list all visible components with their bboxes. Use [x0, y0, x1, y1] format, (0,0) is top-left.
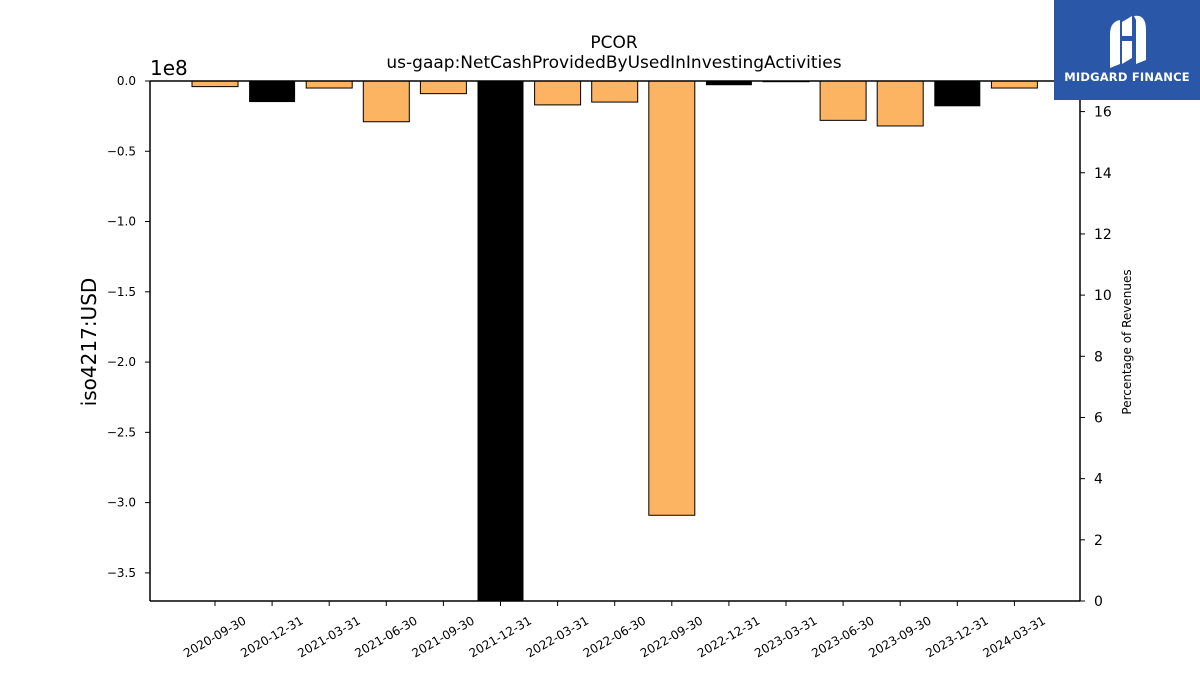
y-axis-label: iso4217:USD [77, 278, 101, 407]
x-tick-label: 2020-12-31 [238, 613, 305, 660]
y2-axis-label: Percentage of Revenues [1120, 269, 1134, 414]
x-tick-label: 2023-06-30 [809, 613, 876, 660]
y-tick-label: −1.5 [107, 285, 136, 299]
bar-2022-03-31 [534, 80, 582, 106]
bar-group [191, 80, 1038, 601]
y2-tick-label: 6 [1094, 410, 1103, 426]
chart-subtitle: us-gaap:NetCashProvidedByUsedInInvesting… [386, 53, 841, 73]
y2-tick-label: 2 [1094, 533, 1103, 549]
x-tick-label: 2023-12-31 [923, 613, 990, 660]
bar-2021-06-30 [362, 80, 410, 123]
y-tick-label: −0.5 [107, 144, 136, 158]
bar-2020-12-31 [249, 81, 296, 103]
x-tick-label: 2021-06-30 [352, 613, 419, 660]
y2-tick-label: 16 [1094, 105, 1112, 121]
x-tick-label: 2022-12-31 [695, 613, 762, 660]
bar-2021-03-31 [305, 80, 353, 89]
y-tick-label: −1.0 [107, 215, 136, 229]
y-tick-label: −3.5 [107, 566, 136, 580]
y-offset-label: 1e8 [150, 56, 188, 80]
y2-tick-label: 4 [1094, 472, 1103, 488]
x-tick-label: 2022-09-30 [638, 613, 705, 660]
x-tick-label: 2021-12-31 [467, 613, 534, 660]
x-tick-label: 2023-09-30 [866, 613, 933, 660]
y2-tick-label: 8 [1094, 349, 1103, 365]
bar-2021-12-31 [477, 81, 524, 601]
x-tick-label: 2021-03-31 [295, 613, 362, 660]
bar-2023-09-30 [876, 80, 924, 127]
midgard-logo-icon [1110, 15, 1146, 68]
y2-tick-label: 10 [1094, 288, 1112, 304]
chart-title: PCOR [590, 33, 638, 53]
x-tick-label: 2022-03-31 [524, 613, 591, 660]
y2-tick-label: 14 [1094, 166, 1112, 182]
x-tick-label: 2022-06-30 [581, 613, 648, 660]
brand-name: MIDGARD FINANCE [1064, 70, 1190, 84]
y2-tick-label: 0 [1094, 594, 1103, 610]
brand-logo: MIDGARD FINANCE [1054, 0, 1200, 100]
x-tick-label: 2020-09-30 [181, 613, 248, 660]
axes: 0.0 −0.5 −1.0 −1.5 −2.0 −2.5 −3.0 −3.5 0 2 4 6 8 10 12… [107, 74, 1112, 660]
bar-2022-12-31 [705, 81, 752, 86]
bar-2021-09-30 [419, 80, 467, 95]
bar-2023-06-30 [819, 80, 867, 121]
bar-2024-03-31 [990, 80, 1038, 89]
x-tick-label: 2023-03-31 [752, 613, 819, 660]
bar-2023-12-31 [934, 81, 981, 107]
y-tick-label: −3.0 [107, 496, 136, 510]
y-tick-label: 0.0 [117, 74, 136, 88]
x-tick-label: 2021-09-30 [409, 613, 476, 660]
x-tick-label: 2024-03-31 [980, 613, 1047, 660]
y-tick-label: −2.5 [107, 425, 136, 439]
y2-tick-label: 12 [1094, 227, 1112, 243]
bar-2022-06-30 [591, 80, 639, 103]
y-tick-label: −2.0 [107, 355, 136, 369]
bar-2020-09-30 [191, 80, 239, 88]
bar-2022-09-30 [648, 80, 696, 516]
